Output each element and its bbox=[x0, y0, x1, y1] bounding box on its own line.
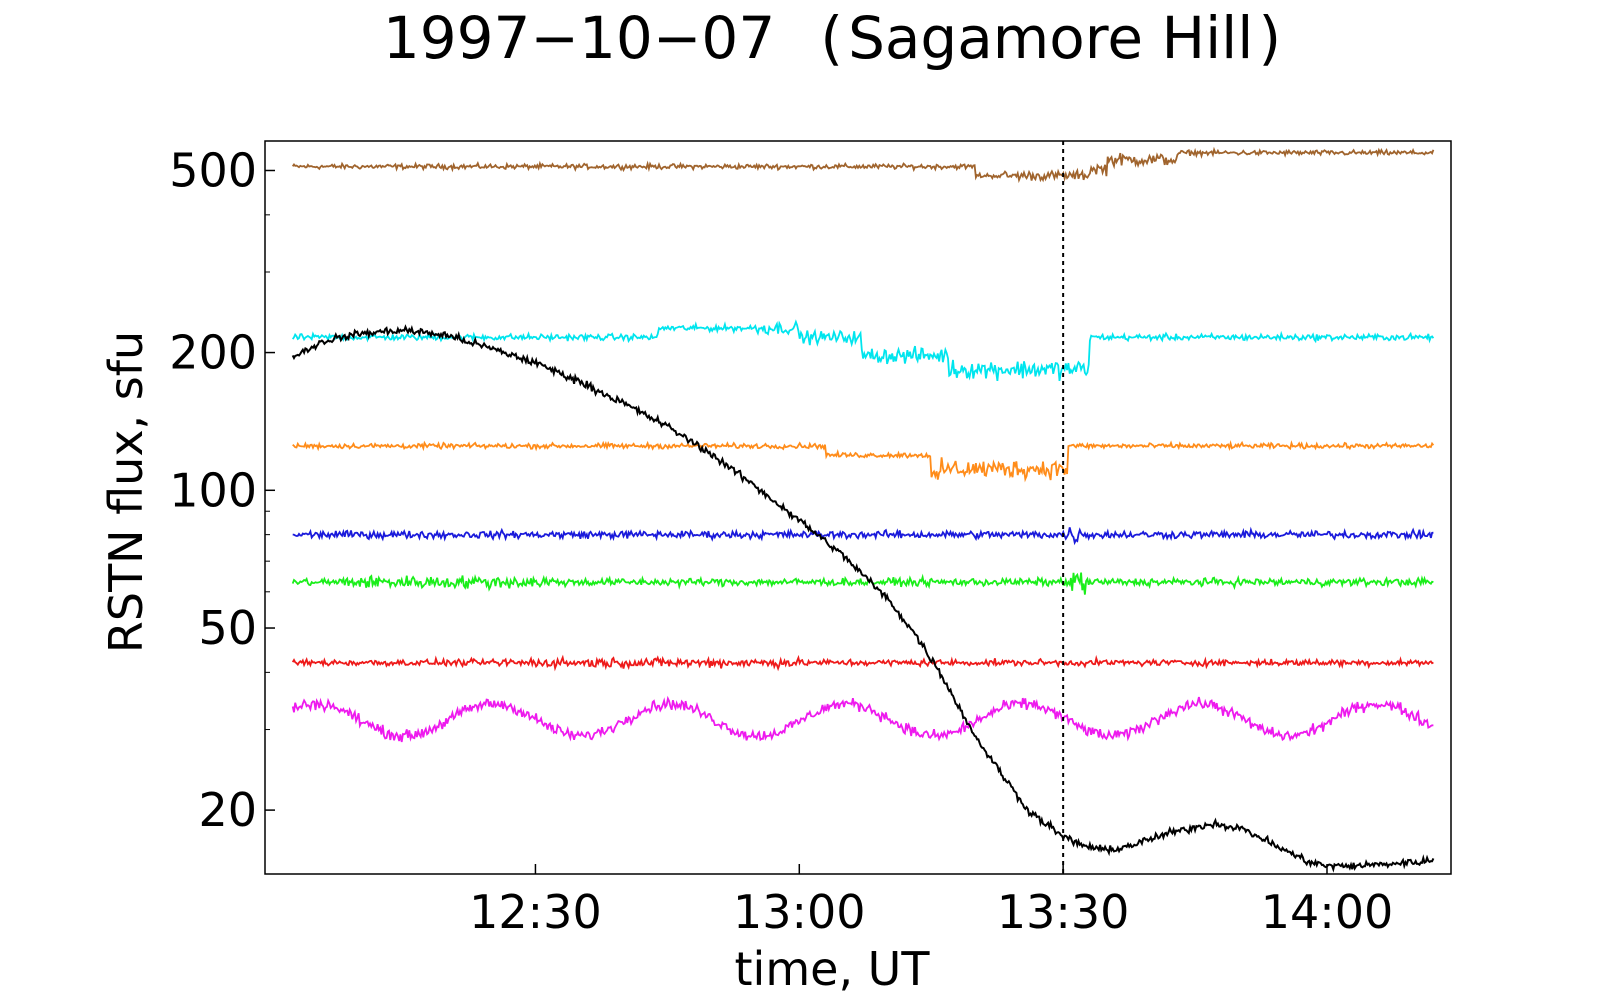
y-tick-label: 50 bbox=[198, 601, 257, 655]
series-line-6 bbox=[291, 654, 1434, 672]
series-line-8 bbox=[291, 324, 1435, 873]
series-line-3 bbox=[292, 440, 1435, 483]
title-date: 1997−10−07 bbox=[383, 4, 775, 72]
series-layer bbox=[291, 146, 1435, 873]
title-station: Sagamore Hill bbox=[848, 4, 1253, 72]
title-paren-open: ( bbox=[820, 4, 843, 72]
series-line-4 bbox=[292, 526, 1434, 546]
y-axis-title: RSTN flux, sfu bbox=[99, 331, 153, 653]
y-tick-label: 200 bbox=[169, 326, 257, 380]
y-tick-label: 100 bbox=[169, 463, 257, 517]
x-tick-label: 12:30 bbox=[469, 885, 602, 939]
x-tick-label: 13:00 bbox=[733, 885, 866, 939]
y-tick-label: 20 bbox=[198, 783, 257, 837]
chart-title: 1997−10−07 ( Sagamore Hill ) bbox=[383, 4, 1281, 72]
x-tick-label: 13:30 bbox=[997, 885, 1130, 939]
series-line-2 bbox=[291, 319, 1435, 382]
plot-frame bbox=[264, 140, 1452, 875]
series-line-5 bbox=[291, 572, 1434, 595]
y-tick-label: 500 bbox=[169, 143, 257, 197]
series-line-1 bbox=[291, 146, 1435, 184]
x-axis-title: time, UT bbox=[735, 942, 931, 996]
title-paren-close: ) bbox=[1259, 4, 1282, 72]
x-tick-label: 14:00 bbox=[1261, 885, 1394, 939]
ticks-layer: 12:30 13:00 13:30 14:00 20 50 100 200 500 bbox=[169, 143, 1393, 939]
series-line-7 bbox=[291, 695, 1434, 743]
